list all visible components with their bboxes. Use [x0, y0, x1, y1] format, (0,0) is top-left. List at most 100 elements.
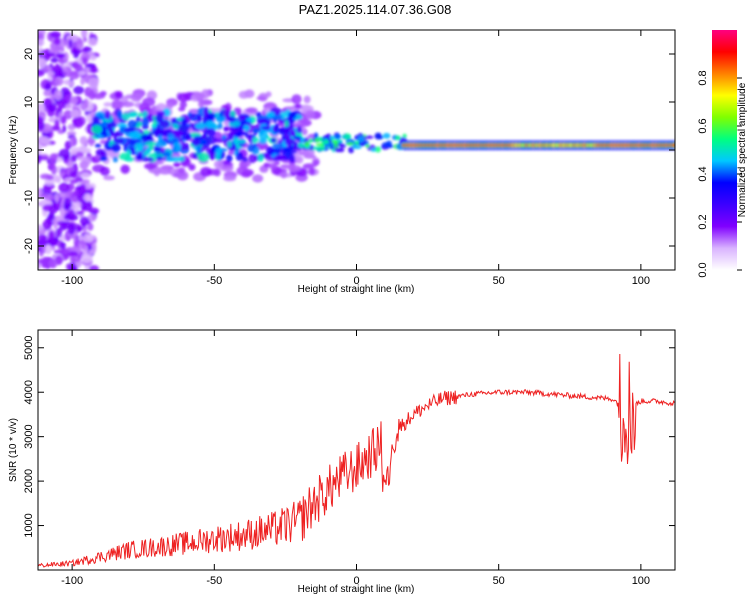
heatmap-cell — [357, 135, 365, 143]
colorbar-tick-label: 0.4 — [697, 166, 709, 181]
heatmap-cell — [152, 119, 158, 126]
heatmap-cell — [98, 113, 103, 119]
heatmap-cell — [69, 178, 79, 184]
snr-y-tick-label: 2000 — [23, 469, 35, 493]
heatmap-cell — [90, 187, 95, 193]
heatmap-cell — [192, 92, 206, 100]
heatmap-cell — [155, 156, 164, 161]
heatmap-cell — [38, 136, 50, 145]
heatmap-cell — [215, 147, 223, 156]
heatmap-cell — [238, 90, 250, 99]
heatmap-cell — [82, 56, 88, 66]
heatmap-cell — [324, 143, 334, 147]
snr-y-tick-label: 1000 — [23, 513, 35, 537]
heatmap-cell — [55, 53, 66, 59]
heatmap-cell — [38, 58, 47, 69]
heatmap-cell — [219, 164, 234, 172]
heatmap-cell — [370, 148, 377, 152]
heatmap-cell — [287, 121, 295, 129]
heatmap-cell — [70, 108, 80, 119]
heatmap-cell — [71, 196, 78, 203]
heatmap-cell — [64, 213, 71, 218]
colorbar-label: Normalized spectral amplitude — [737, 82, 748, 217]
heatmap-cell — [205, 135, 217, 145]
heatmap-cell — [329, 135, 336, 141]
heatmap-cell — [83, 193, 92, 202]
heatmap-x-ticks: -100 -50 0 50 100 — [61, 30, 650, 287]
heatmap-cell — [103, 175, 115, 181]
heatmap-cell — [81, 147, 92, 154]
heatmap-cell — [62, 124, 67, 133]
snr-x-tick-label: 0 — [353, 575, 359, 587]
heatmap-cell — [82, 233, 94, 243]
heatmap-cell — [155, 113, 164, 123]
heatmap-cell — [120, 164, 130, 174]
heatmap-cell — [234, 139, 247, 144]
snr-y-axis-label: SNR (10 * v/v) — [8, 418, 19, 482]
heatmap-cell — [48, 239, 58, 247]
heatmap-cell — [215, 116, 226, 123]
heatmap-cell — [192, 153, 198, 159]
heatmap-cell — [671, 143, 675, 147]
heatmap-cell — [248, 153, 257, 164]
heatmap-cell — [207, 127, 216, 137]
heatmap-cell — [89, 66, 98, 74]
heatmap-cell — [245, 107, 258, 114]
heatmap-cell — [69, 136, 77, 147]
heatmap-x-tick-label: -50 — [206, 275, 222, 287]
snr-y-tick-label: 4000 — [23, 380, 35, 404]
heatmap-cell — [308, 167, 316, 176]
heatmap-cell — [197, 152, 210, 163]
heatmap-cell — [227, 116, 236, 123]
heatmap-cell — [191, 138, 201, 147]
snr-series-line — [38, 353, 675, 568]
heatmap-cell — [116, 110, 123, 121]
heatmap-cell — [167, 133, 175, 142]
heatmap-cell — [304, 141, 310, 148]
heatmap-cell — [213, 138, 225, 143]
snr-x-tick-label: -50 — [206, 575, 222, 587]
heatmap-cell — [291, 94, 302, 105]
heatmap-cell — [59, 241, 66, 250]
heatmap-cell — [78, 234, 84, 241]
heatmap-cell — [188, 163, 196, 171]
heatmap-cell — [334, 147, 341, 153]
heatmap-cell — [243, 124, 250, 131]
heatmap-cell — [312, 159, 320, 166]
heatmap-cell — [123, 128, 136, 133]
heatmap-cell — [38, 154, 42, 164]
heatmap-cell — [138, 112, 143, 118]
heatmap-cell — [136, 121, 143, 127]
heatmap-cell — [68, 71, 80, 80]
heatmap-cell — [288, 153, 296, 163]
heatmap-cell — [381, 142, 391, 149]
heatmap-cell — [73, 50, 80, 59]
colorbar-ticks: 0.0 0.2 0.4 0.6 0.8 — [697, 70, 742, 278]
heatmap-cell — [265, 111, 276, 118]
heatmap-cell — [239, 159, 252, 168]
heatmap-cell — [73, 85, 85, 95]
heatmap-cell — [247, 143, 255, 153]
heatmap-cell — [56, 220, 69, 227]
heatmap-cell — [55, 77, 64, 86]
heatmap-cell — [121, 101, 135, 108]
heatmap-cell — [178, 167, 186, 174]
heatmap-cell — [77, 70, 86, 75]
heatmap-cell — [142, 97, 156, 107]
heatmap-y-ticks: -20 -10 0 10 20 — [23, 48, 675, 254]
chart-title: PAZ1.2025.114.07.36.G08 — [299, 2, 452, 17]
heatmap-cell — [341, 134, 352, 139]
heatmap-cell — [44, 82, 51, 92]
heatmap-cell — [67, 222, 76, 235]
heatmap-cell — [72, 117, 84, 129]
heatmap-cell — [246, 117, 253, 122]
heatmap-cell — [48, 258, 58, 268]
heatmap-cell — [208, 123, 218, 128]
heatmap-cell — [213, 168, 221, 177]
snr-x-tick-label: 50 — [493, 575, 505, 587]
heatmap-cell — [339, 143, 347, 148]
heatmap-cell — [57, 101, 66, 109]
heatmap-cell — [282, 146, 294, 152]
heatmap-cell — [154, 127, 164, 135]
heatmap-cell — [47, 71, 55, 77]
